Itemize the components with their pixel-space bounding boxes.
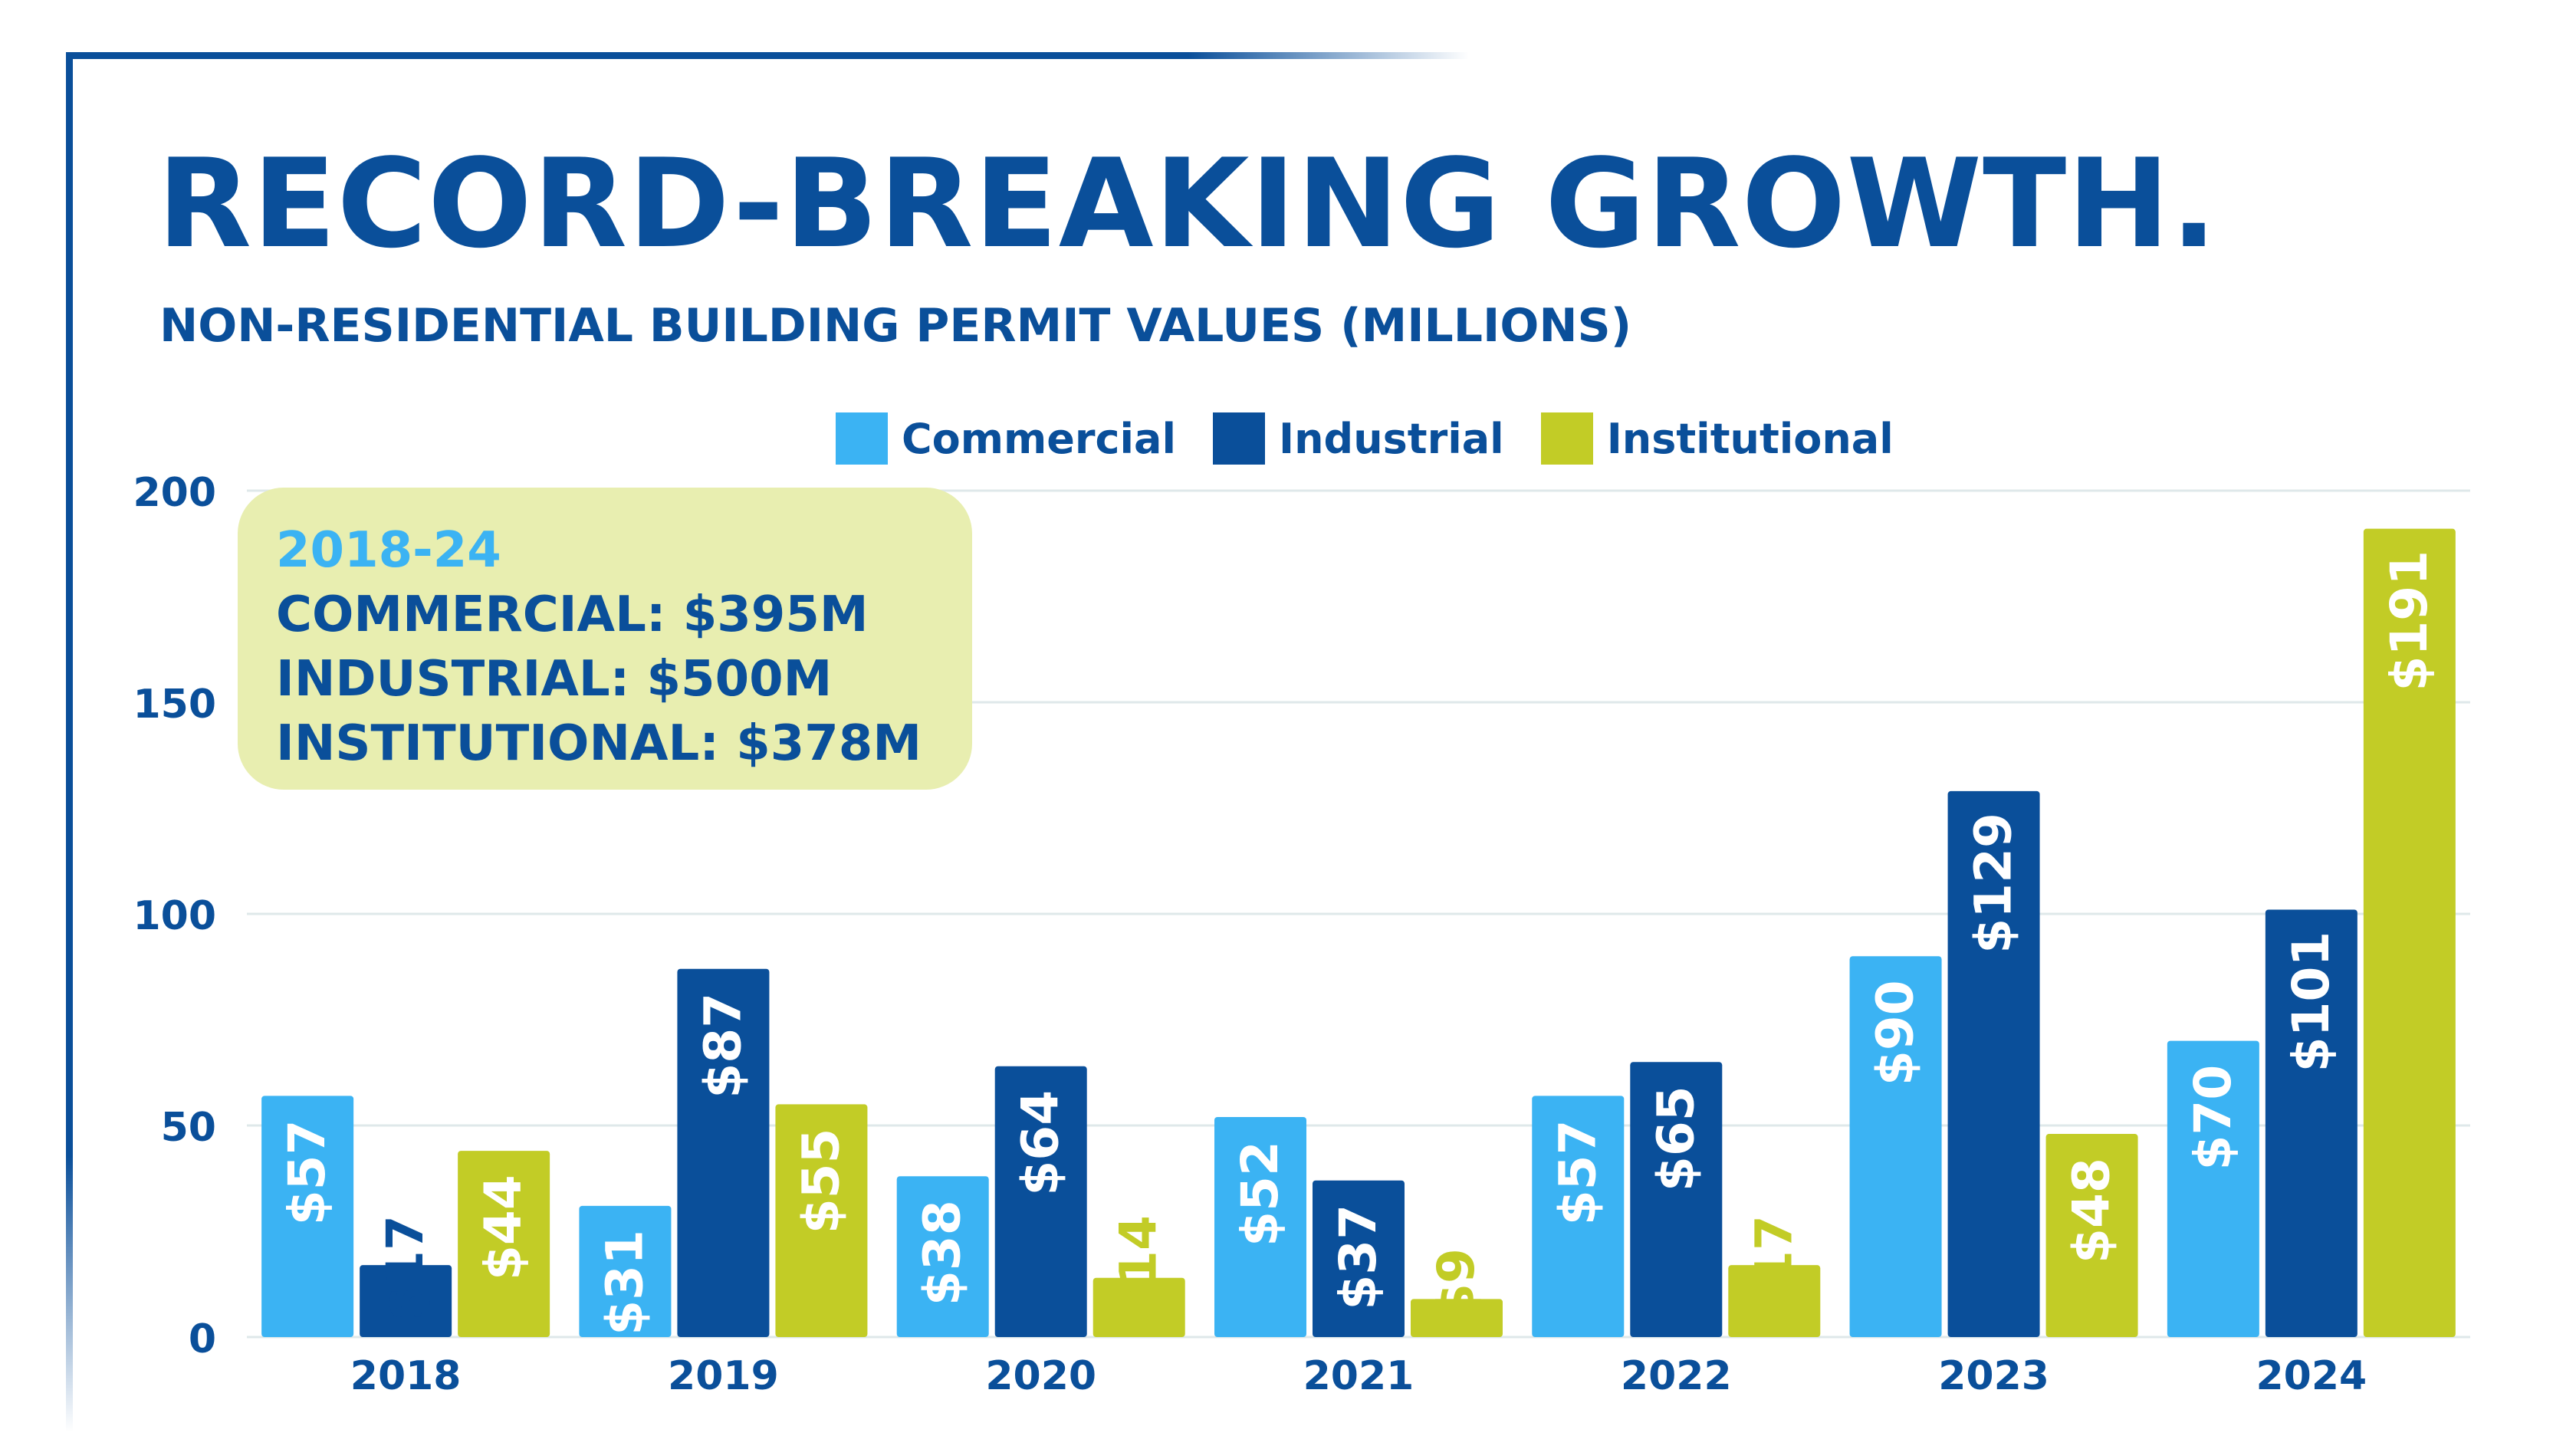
y-tick-label: 50 [161, 1105, 216, 1151]
legend-item-industrial: Industrial [1213, 412, 1504, 465]
callout-industrial-total: INDUSTRIAL: $500M [276, 651, 833, 708]
x-tick-label: 2020 [985, 1353, 1096, 1399]
x-tick-label: 2023 [1938, 1353, 2049, 1399]
x-tick-label: 2021 [1303, 1353, 1414, 1399]
y-tick-label: 200 [133, 470, 216, 516]
bar-institutional-2024 [2363, 528, 2456, 1338]
data-label-industrial-2020: $64 [1011, 1090, 1070, 1196]
bar-institutional-2022 [1728, 1265, 1821, 1337]
legend-swatch-industrial [1213, 412, 1265, 465]
data-label-commercial-2021: $52 [1230, 1141, 1290, 1247]
bar-institutional-2023 [2045, 1134, 2138, 1337]
data-label-institutional-2019: $55 [791, 1129, 850, 1234]
legend-swatch-institutional [1540, 412, 1593, 465]
chart-legend: Commercial Industrial Institutional [836, 408, 1930, 469]
x-tick-label: 2022 [1621, 1353, 1732, 1399]
x-tick-label: 2018 [350, 1353, 462, 1399]
legend-item-institutional: Institutional [1540, 412, 1894, 465]
bar-industrial-2019 [677, 968, 770, 1337]
data-label-industrial-2018: $17 [376, 1215, 435, 1321]
data-label-commercial-2023: $90 [1866, 980, 1925, 1086]
bar-industrial-2018 [360, 1265, 452, 1337]
bar-industrial-2022 [1630, 1062, 1723, 1337]
x-tick-label: 2024 [2256, 1353, 2367, 1399]
bar-industrial-2021 [1313, 1180, 1405, 1337]
bar-commercial-2022 [1532, 1096, 1625, 1337]
callout-institutional-total: INSTITUTIONAL: $378M [276, 715, 922, 772]
callout-commercial-total: COMMERCIAL: $395M [276, 586, 869, 643]
data-label-industrial-2022: $65 [1646, 1086, 1705, 1191]
data-label-commercial-2020: $38 [913, 1200, 972, 1306]
data-label-commercial-2022: $57 [1548, 1119, 1607, 1225]
data-label-institutional-2023: $48 [2062, 1158, 2121, 1263]
data-label-institutional-2021: $9 [1427, 1248, 1486, 1319]
bar-industrial-2024 [2265, 909, 2358, 1337]
bar-institutional-2019 [775, 1104, 868, 1337]
legend-label-commercial: Commercial [902, 414, 1176, 463]
page-subtitle: NON-RESIDENTIAL BUILDING PERMIT VALUES (… [159, 299, 1632, 353]
bar-industrial-2023 [1947, 790, 2040, 1337]
legend-label-institutional: Institutional [1606, 414, 1894, 463]
legend-item-commercial: Commercial [836, 412, 1176, 465]
bar-commercial-2021 [1214, 1116, 1306, 1337]
bar-commercial-2018 [261, 1096, 354, 1337]
data-label-institutional-2018: $44 [474, 1175, 533, 1280]
y-tick-label: 150 [133, 682, 216, 728]
callout-period: 2018-24 [276, 522, 501, 579]
y-tick-label: 100 [133, 893, 216, 939]
data-label-commercial-2019: $31 [595, 1230, 654, 1336]
legend-swatch-commercial [836, 412, 888, 465]
x-tick-label: 2019 [668, 1353, 779, 1399]
legend-label-industrial: Industrial [1279, 414, 1504, 463]
data-label-industrial-2024: $101 [2282, 932, 2341, 1073]
data-label-industrial-2023: $129 [1964, 813, 2023, 954]
bar-institutional-2020 [1092, 1277, 1185, 1337]
data-label-commercial-2018: $57 [278, 1119, 337, 1225]
bar-institutional-2018 [458, 1151, 550, 1337]
data-label-commercial-2024: $70 [2183, 1065, 2242, 1171]
data-label-industrial-2019: $87 [693, 993, 752, 1099]
bar-commercial-2019 [579, 1205, 672, 1337]
frame-top-border [66, 52, 1469, 59]
bar-institutional-2021 [1411, 1299, 1503, 1337]
bar-industrial-2020 [994, 1066, 1087, 1337]
frame-left-border [66, 52, 73, 1432]
data-label-industrial-2021: $37 [1329, 1204, 1388, 1310]
data-label-institutional-2024: $191 [2380, 550, 2439, 692]
page-title: RECORD-BREAKING GROWTH. [157, 132, 2218, 275]
data-label-institutional-2022: $17 [1744, 1215, 1803, 1321]
bar-commercial-2023 [1849, 956, 1942, 1337]
summary-callout: 2018-24 COMMERCIAL: $395M INDUSTRIAL: $5… [238, 488, 972, 790]
y-tick-label: 0 [189, 1316, 216, 1362]
bar-commercial-2020 [896, 1176, 989, 1337]
bar-commercial-2024 [2167, 1040, 2259, 1337]
data-label-institutional-2020: $14 [1109, 1215, 1168, 1321]
